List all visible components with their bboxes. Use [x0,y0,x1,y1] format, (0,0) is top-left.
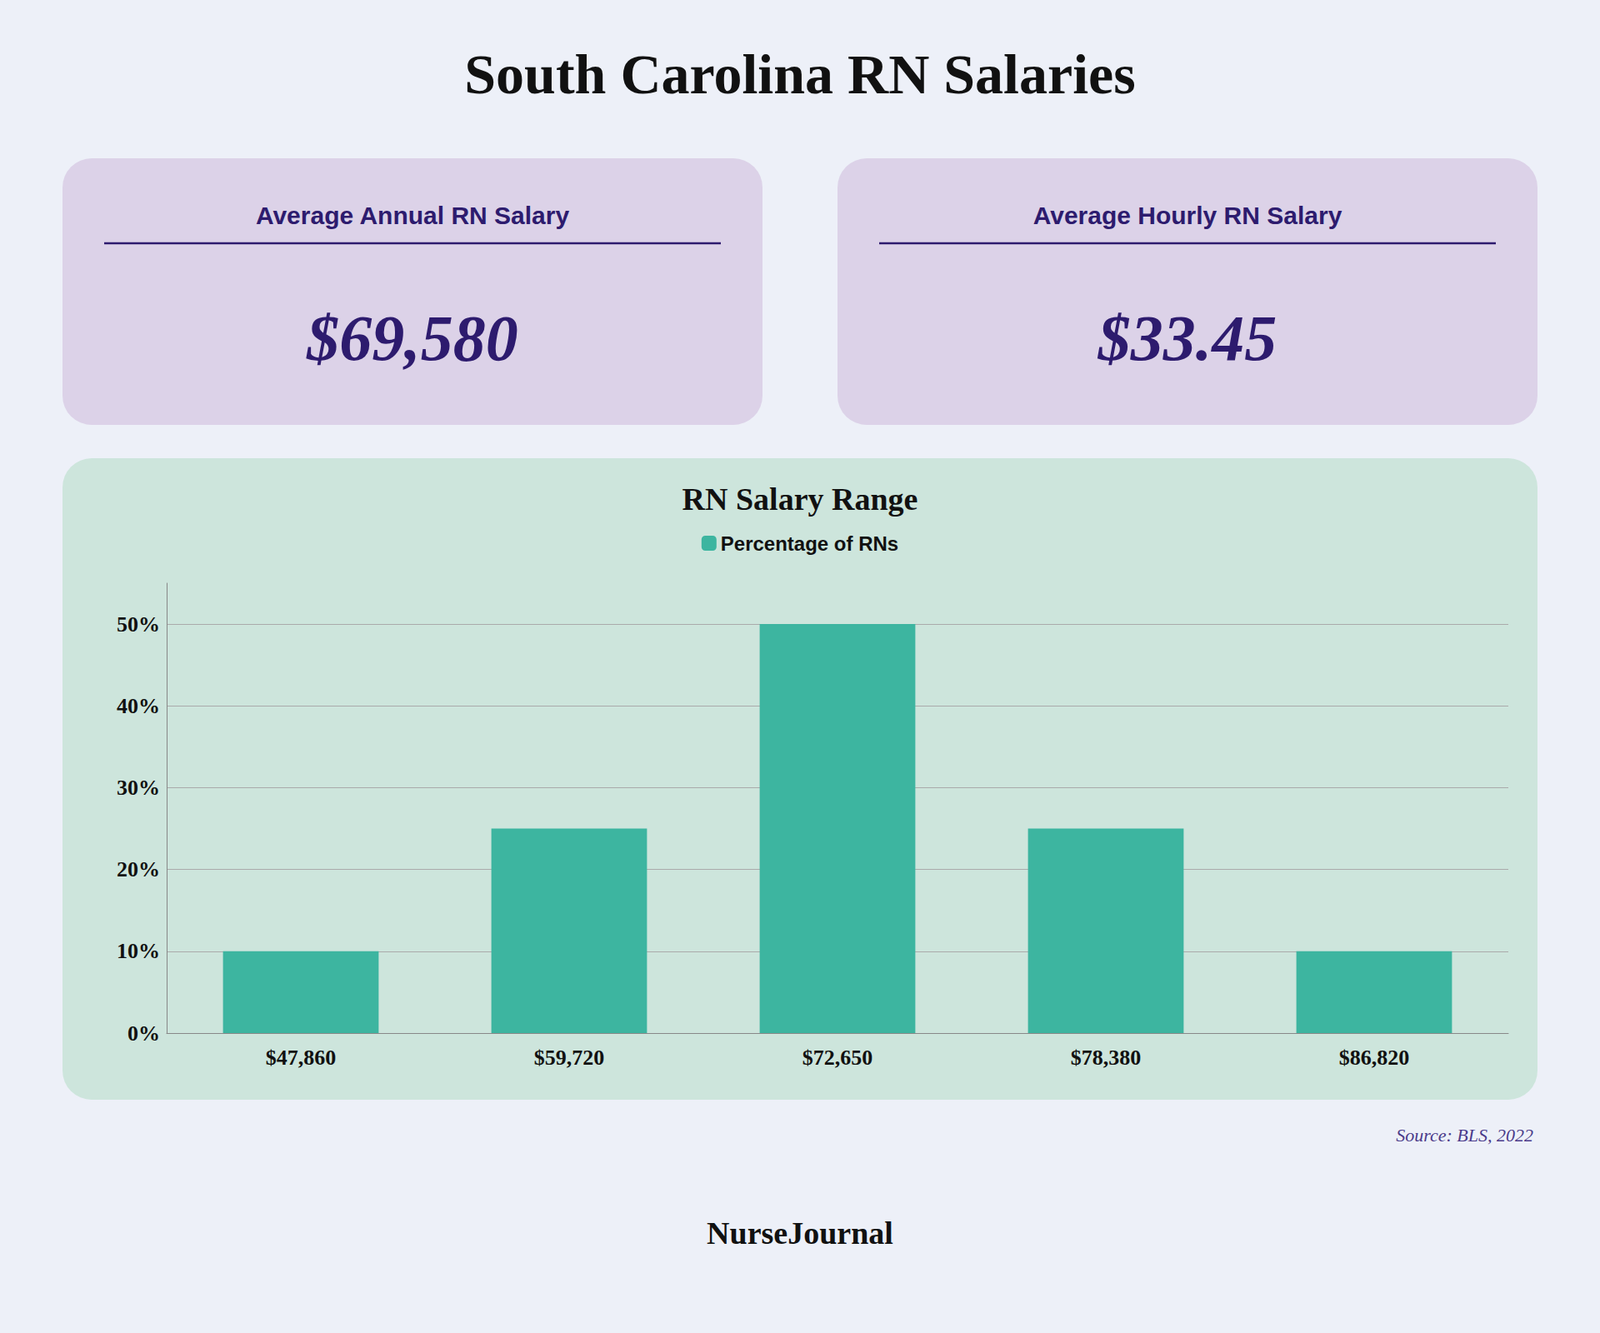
svg-text:10%: 10% [116,939,160,964]
svg-text:$78,380: $78,380 [1070,1045,1142,1070]
svg-text:0%: 0% [127,1021,160,1046]
svg-text:RN Salary Range: RN Salary Range [682,481,919,517]
svg-text:$72,650: $72,650 [802,1045,874,1070]
svg-text:$59,720: $59,720 [534,1045,605,1070]
svg-text:$47,860: $47,860 [265,1045,337,1070]
svg-text:20%: 20% [116,857,160,882]
svg-text:50%: 50% [116,612,160,637]
svg-text:40%: 40% [116,694,160,719]
svg-text:$69,580: $69,580 [305,301,519,375]
svg-text:30%: 30% [116,775,160,800]
svg-text:Percentage of RNs: Percentage of RNs [720,532,899,555]
svg-text:$33.45: $33.45 [1097,301,1278,375]
svg-text:Average Annual RN Salary: Average Annual RN Salary [255,201,570,230]
svg-text:Source: BLS, 2022: Source: BLS, 2022 [1395,1125,1534,1146]
svg-text:$86,820: $86,820 [1339,1045,1410,1070]
svg-text:Average Hourly RN Salary: Average Hourly RN Salary [1033,201,1343,230]
svg-text:NurseJournal: NurseJournal [706,1215,894,1251]
svg-text:South Carolina RN Salaries: South Carolina RN Salaries [464,42,1135,106]
